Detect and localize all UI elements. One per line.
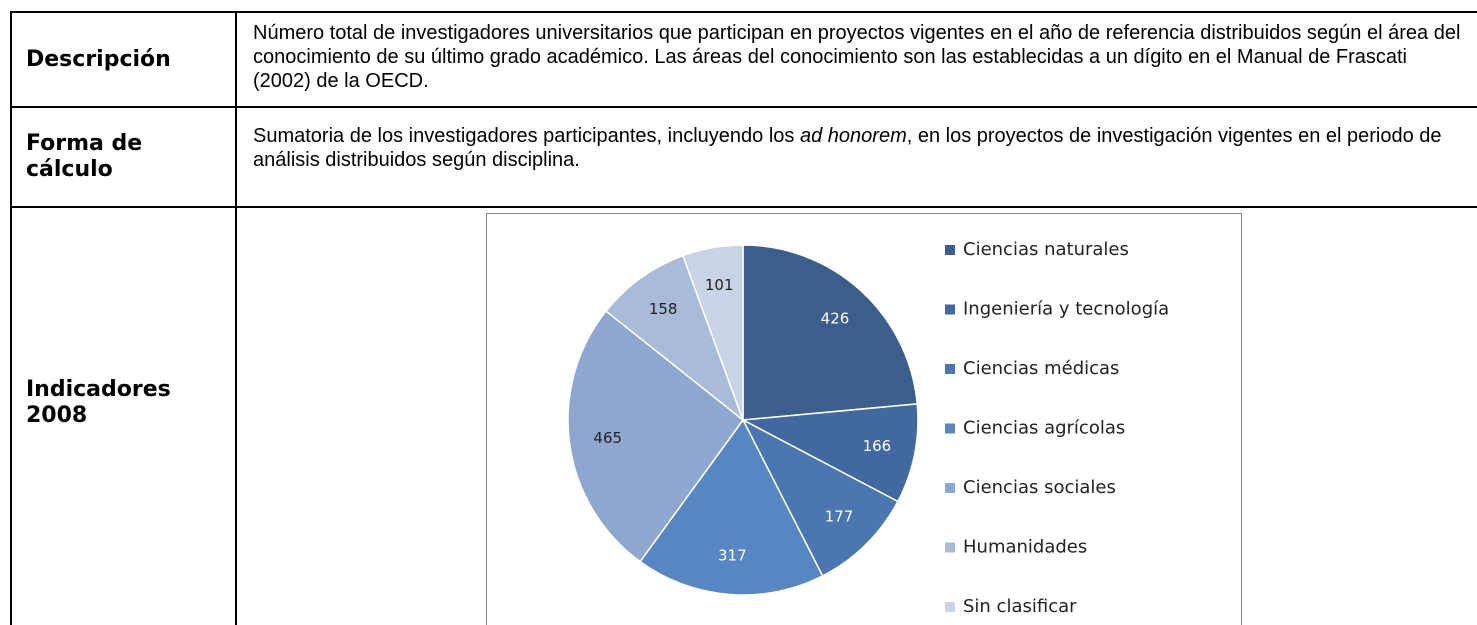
pie-slice [681,244,744,421]
pie-slice [741,418,899,577]
data-label: 158 [649,300,678,318]
legend-swatch [945,423,955,434]
table-border [10,106,1477,108]
data-label: 101 [705,276,734,294]
data-label: 177 [825,508,854,526]
table-border [10,206,1477,208]
legend-label: Ciencias sociales [963,477,1116,498]
data-label: 166 [863,437,892,455]
row-label: Descripción [26,46,171,72]
legend-swatch [945,483,955,493]
legend-label: Ciencias agrícolas [963,418,1125,439]
pie-slice [639,418,824,596]
text: , en los proyectos de investigación vige… [253,125,1442,171]
text: Sumatoria de los investigadores particip… [253,125,800,147]
chart: 426 166 177 317 465 158 101 Ciencias naturales I… [486,213,1242,625]
legend-label: Ciencias médicas [963,358,1119,379]
row-text: Sumatoria de los investigadores particip… [237,108,1477,206]
data-label: 465 [593,429,622,447]
table-border [10,11,1477,13]
legend-swatch [945,602,955,612]
legend-label: Ciencias naturales [963,239,1129,260]
italic-text: ad honorem [799,125,907,147]
legend-swatch [945,245,955,255]
table-border [235,11,237,625]
data-label: 426 [821,310,850,328]
pie-slice [604,254,745,423]
legend-label: Humanidades [963,537,1087,558]
table-border [10,11,12,625]
legend-swatch [945,364,955,374]
data-label: 317 [718,547,747,565]
legend-swatch [945,304,955,315]
row-text: Número total de investigadores universit… [253,22,1461,92]
row-label: Forma de cálculo [26,131,143,182]
legend-label: Sin clasificar [963,596,1077,617]
legend-swatch [945,542,955,553]
pie-slice [567,310,745,563]
row-label: Indicadores 2008 [26,377,171,428]
pie-slice [742,244,919,421]
pie-slice [740,403,919,503]
legend-label: Ingeniería y tecnología [963,299,1169,320]
